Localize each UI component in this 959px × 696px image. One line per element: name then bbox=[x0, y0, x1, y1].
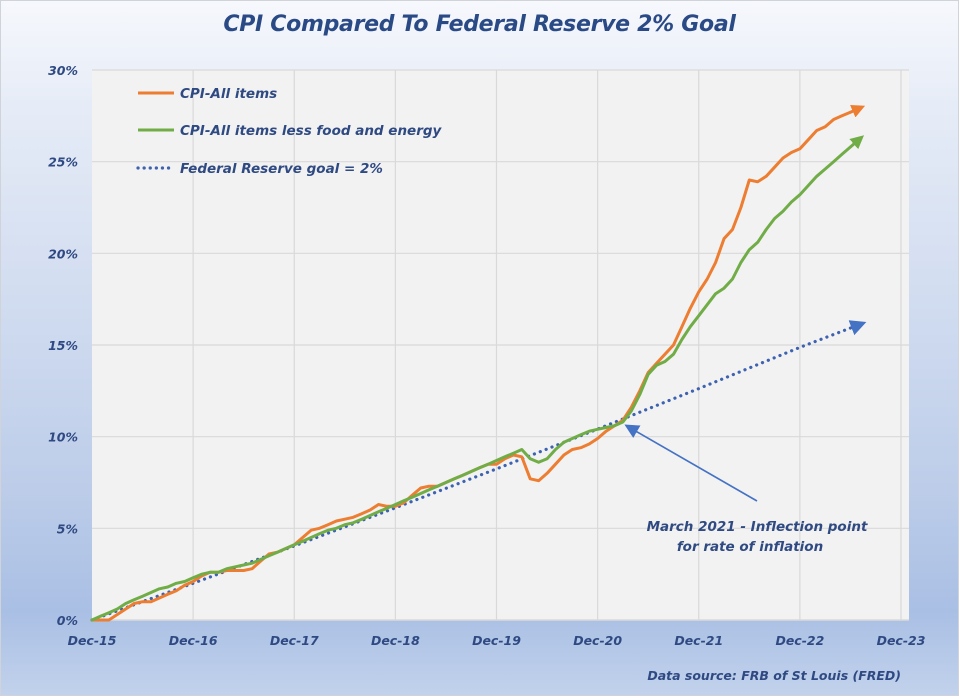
annotation-text-line1: March 2021 - Inflection point bbox=[647, 519, 868, 535]
y-tick-label: 20% bbox=[48, 246, 78, 261]
series-layer bbox=[90, 105, 867, 622]
x-tick-label: Dec-23 bbox=[877, 633, 926, 648]
x-tick-label: Dec-19 bbox=[472, 633, 521, 648]
x-tick-label: Dec-20 bbox=[573, 633, 622, 648]
legend: CPI-All items CPI-All items less food and… bbox=[136, 86, 443, 177]
series-line-cpi-core bbox=[90, 135, 865, 622]
legend-label: CPI-All items less food and energy bbox=[180, 123, 443, 139]
y-axis: 0% 5% 10% 15% 20% 25% 30% bbox=[48, 63, 78, 628]
y-tick-label: 0% bbox=[57, 613, 78, 628]
y-tick-label: 5% bbox=[57, 521, 78, 536]
legend-label: Federal Reserve goal = 2% bbox=[180, 161, 383, 177]
y-tick-label: 25% bbox=[48, 155, 78, 170]
x-tick-label: Dec-16 bbox=[169, 633, 218, 648]
x-axis: Dec-15 Dec-16 Dec-17 Dec-18 Dec-19 Dec-20 Dec-… bbox=[68, 633, 926, 648]
annotation-arrow bbox=[624, 424, 758, 502]
annotation: March 2021 - Inflection point for rate of… bbox=[624, 424, 868, 555]
legend-label: CPI-All items bbox=[180, 86, 277, 102]
x-tick-label: Dec-21 bbox=[674, 633, 723, 648]
y-tick-label: 15% bbox=[48, 338, 78, 353]
x-tick-label: Dec-18 bbox=[371, 633, 420, 648]
x-tick-label: Dec-17 bbox=[270, 633, 319, 648]
x-tick-label: Dec-15 bbox=[68, 633, 117, 648]
x-tick-label: Dec-22 bbox=[775, 633, 824, 648]
y-tick-label: 30% bbox=[48, 63, 78, 78]
grid-lines bbox=[92, 69, 909, 621]
data-source-note: Data source: FRB of St Louis (FRED) bbox=[647, 668, 901, 683]
annotation-text-line2: for rate of inflation bbox=[677, 539, 823, 555]
y-tick-label: 10% bbox=[48, 430, 78, 445]
chart-title: CPI Compared To Federal Reserve 2% Goal bbox=[223, 12, 736, 37]
